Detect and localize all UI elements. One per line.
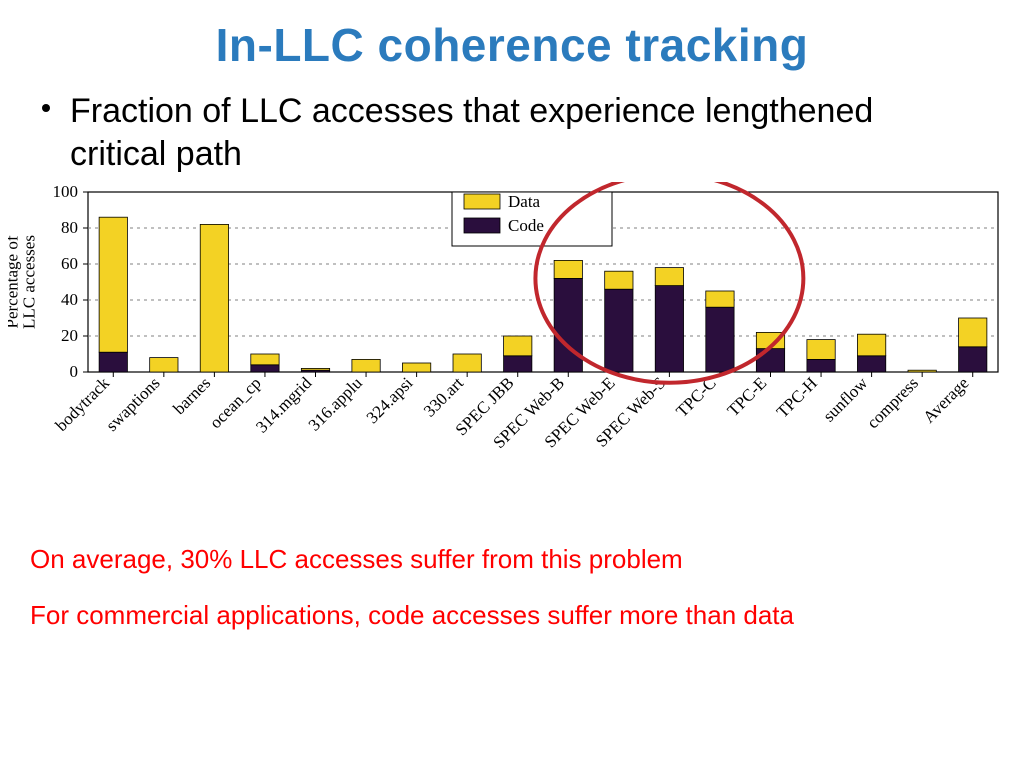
llc-access-chart: 0 20 40 60 80 100 Percentage ofLLC accesses bod… (8, 182, 1016, 492)
svg-text:Code: Code (508, 216, 544, 235)
svg-text:barnes: barnes (169, 373, 214, 418)
svg-text:80: 80 (61, 218, 78, 237)
svg-text:316.applu: 316.applu (305, 373, 367, 435)
svg-text:314.mgrid: 314.mgrid (252, 373, 316, 437)
bullet-1: Fraction of LLC accesses that experience… (70, 90, 950, 175)
note-line-2: For commercial applications, code access… (30, 600, 794, 631)
note-line-1: On average, 30% LLC accesses suffer from… (30, 544, 683, 575)
svg-text:TPC-E: TPC-E (723, 373, 770, 420)
bullet-dot (42, 104, 50, 112)
svg-text:swaptions: swaptions (102, 373, 164, 435)
svg-text:100: 100 (53, 182, 79, 201)
svg-text:60: 60 (61, 254, 78, 273)
svg-text:20: 20 (61, 326, 78, 345)
bullet-1-text: Fraction of LLC accesses that experience… (70, 92, 873, 173)
chart-svg: 0 20 40 60 80 100 Percentage ofLLC accesses bod… (8, 182, 1016, 492)
svg-text:compress: compress (863, 373, 922, 432)
svg-text:330.art: 330.art (420, 373, 467, 420)
svg-text:Percentage ofLLC accesses: Percentage ofLLC accesses (8, 235, 39, 329)
slide-title: In-LLC coherence tracking (0, 18, 1024, 72)
svg-text:bodytrack: bodytrack (52, 373, 114, 435)
svg-text:40: 40 (61, 290, 78, 309)
svg-text:0: 0 (70, 362, 79, 381)
svg-text:324.apsi: 324.apsi (363, 373, 417, 427)
svg-text:Data: Data (508, 192, 541, 211)
svg-text:TPC-H: TPC-H (773, 373, 821, 421)
svg-text:Average: Average (919, 373, 972, 426)
